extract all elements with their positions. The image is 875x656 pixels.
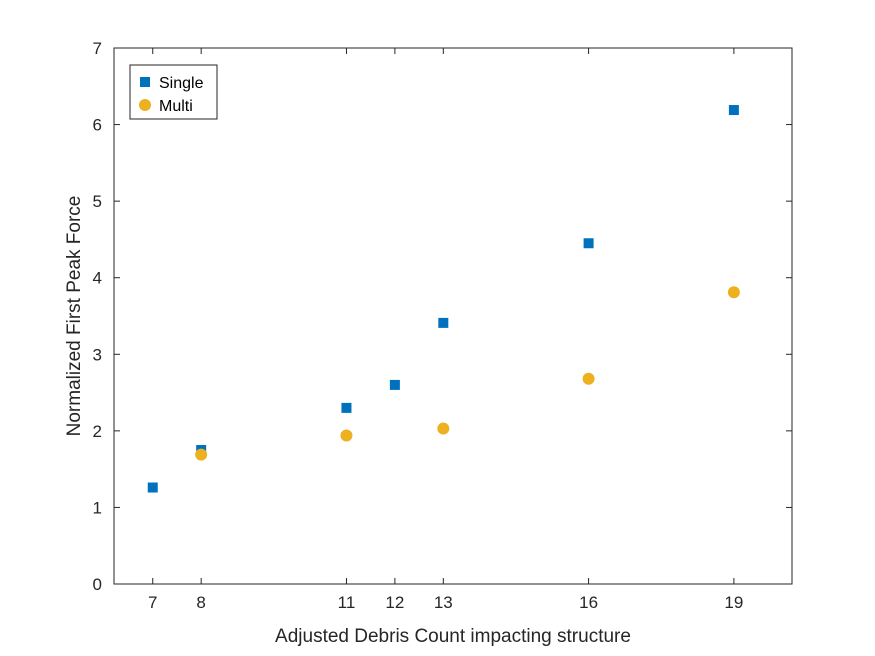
x-axis: 7 8 11 12 13 16 19 [148,48,743,612]
y-tick-label: 1 [93,498,102,517]
legend-label: Single [159,75,204,92]
y-tick-label: 2 [93,422,102,441]
axes [113,47,793,585]
single-point [341,402,352,413]
legend: Single Multi [129,64,218,120]
y-tick-label: 3 [93,345,102,364]
y-tick-label: 6 [93,116,102,135]
legend-label: Multi [159,98,193,115]
y-tick-label: 4 [93,269,102,288]
x-tick-label: 8 [196,593,205,612]
single-point [728,105,739,116]
multi-point [195,448,208,461]
plot-frame [113,47,793,585]
x-tick-label: 11 [338,593,356,612]
data-markers [147,105,740,493]
multi-point [727,286,740,299]
x-axis-label: Adjusted Debris Count impacting structur… [275,626,631,647]
y-tick-label: 0 [93,575,102,594]
x-tick-label: 12 [385,593,404,612]
x-tick-label: 7 [148,593,157,612]
x-tick-label: 13 [434,593,453,612]
single-point [389,379,400,390]
y-axis: 0 1 2 3 4 5 6 7 [93,39,792,594]
y-tick-label: 7 [93,39,102,58]
x-tick-label: 16 [579,593,598,612]
single-point [147,482,158,493]
multi-point [340,429,353,442]
legend-multi-marker [139,99,151,111]
legend-single-marker [140,77,150,87]
multi-point [582,372,595,385]
y-axis-label: Normalized First Peak Force [64,196,85,437]
single-point [438,317,449,328]
single-point [583,238,594,249]
multi-point [437,422,450,435]
x-tick-label: 19 [724,593,743,612]
y-tick-label: 5 [93,192,102,211]
